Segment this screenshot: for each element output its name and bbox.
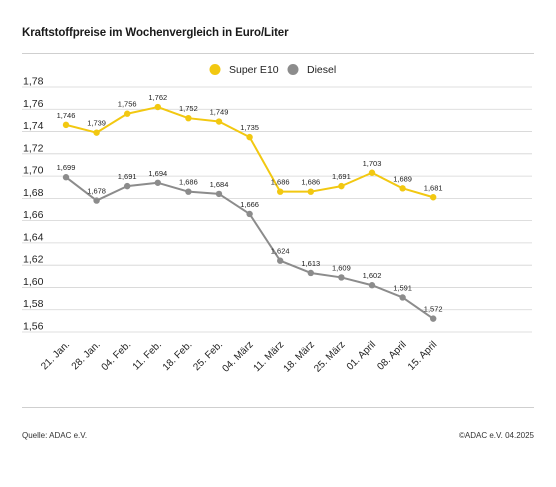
- data-point: [307, 188, 314, 195]
- legend-label: Super E10: [229, 64, 279, 76]
- x-tick-label: 18. März: [282, 339, 317, 374]
- data-point: [62, 174, 70, 181]
- data-label: 1,735: [240, 123, 259, 132]
- data-label: 1,684: [210, 180, 229, 189]
- data-point: [430, 194, 437, 201]
- legend-marker: [287, 64, 299, 75]
- x-tick-label: 25. März: [312, 339, 347, 374]
- data-label: 1,749: [210, 108, 229, 117]
- data-point: [307, 269, 314, 277]
- data-point: [185, 188, 192, 195]
- data-point: [93, 129, 100, 136]
- y-tick-label: 1,66: [23, 209, 44, 221]
- data-label: 1,756: [118, 100, 137, 109]
- data-label: 1,689: [393, 174, 412, 183]
- data-point: [185, 114, 192, 122]
- data-label: 1,752: [179, 104, 198, 113]
- series-line: [65, 106, 434, 199]
- data-label: 1,699: [57, 163, 76, 172]
- bottom-divider: [22, 407, 534, 408]
- data-point: [277, 257, 284, 264]
- y-tick-label: 1,58: [23, 298, 44, 310]
- legend-marker: [209, 64, 221, 75]
- x-tick-label: 18. Feb.: [161, 339, 195, 373]
- data-point: [277, 188, 284, 195]
- data-label: 1,591: [393, 283, 412, 292]
- x-tick-label: 11. März: [252, 339, 287, 374]
- data-label: 1,703: [363, 159, 382, 168]
- data-point: [62, 121, 70, 129]
- y-tick-label: 1,72: [23, 142, 44, 154]
- data-point: [399, 294, 406, 301]
- x-tick-label: 01. April: [345, 339, 378, 372]
- x-tick-label: 04. Feb.: [100, 339, 134, 373]
- y-tick-label: 1,78: [23, 76, 44, 88]
- data-point: [430, 315, 437, 322]
- data-label: 1,681: [424, 183, 443, 192]
- data-label: 1,666: [240, 200, 259, 209]
- x-tick-label: 28. Jan.: [70, 339, 103, 372]
- y-tick-label: 1,60: [23, 276, 44, 288]
- data-label: 1,609: [332, 263, 351, 272]
- data-label: 1,602: [363, 271, 382, 280]
- data-label: 1,691: [118, 172, 137, 181]
- data-label: 1,572: [424, 305, 443, 314]
- y-tick-label: 1,74: [23, 120, 44, 132]
- x-tick-label: 21. Jan.: [39, 339, 72, 372]
- x-tick-label: 11. Feb.: [131, 339, 164, 372]
- data-point: [246, 210, 253, 218]
- data-point: [93, 197, 100, 204]
- data-label: 1,686: [301, 178, 320, 187]
- data-point: [338, 274, 345, 281]
- y-tick-label: 1,62: [23, 254, 44, 266]
- data-label: 1,694: [148, 169, 167, 178]
- data-point: [154, 103, 161, 111]
- x-tick-label: 08. April: [375, 339, 408, 372]
- data-label: 1,624: [271, 247, 290, 256]
- x-tick-label: 25. Feb.: [191, 339, 225, 373]
- data-point: [124, 182, 131, 190]
- data-point: [215, 190, 223, 198]
- x-tick-label: 15. April: [406, 339, 439, 372]
- chart-title: Kraftstoffpreise im Wochenvergleich in E…: [22, 27, 289, 39]
- data-point: [368, 169, 376, 176]
- data-label: 1,746: [57, 111, 76, 120]
- y-tick-label: 1,70: [23, 165, 44, 177]
- x-tick-label: 04. März: [220, 339, 255, 374]
- legend-label: Diesel: [307, 64, 336, 76]
- data-label: 1,613: [301, 259, 320, 268]
- data-label: 1,739: [87, 119, 106, 128]
- data-point: [368, 282, 376, 289]
- data-point: [246, 133, 253, 141]
- data-point: [124, 110, 131, 117]
- data-point: [338, 182, 345, 190]
- y-tick-label: 1,68: [23, 187, 44, 199]
- data-label: 1,686: [179, 178, 198, 187]
- source-note: Quelle: ADAC e.V.: [22, 431, 88, 440]
- data-point: [399, 185, 406, 192]
- data-point: [215, 118, 223, 125]
- data-point: [154, 179, 161, 186]
- copyright-note: ©ADAC e.V. 04.2025: [459, 431, 534, 440]
- y-tick-label: 1,56: [23, 321, 44, 333]
- line-chart: 1,56 1,58 1,60 1,62 1,64 1,66 1,68 1,70 1,72 1,74…: [22, 64, 532, 375]
- data-label: 1,762: [148, 93, 167, 102]
- y-tick-label: 1,76: [23, 98, 44, 110]
- y-tick-label: 1,64: [23, 231, 44, 243]
- data-label: 1,678: [87, 187, 106, 196]
- data-label: 1,686: [271, 178, 290, 187]
- data-label: 1,691: [332, 172, 351, 181]
- title-divider: [22, 53, 534, 54]
